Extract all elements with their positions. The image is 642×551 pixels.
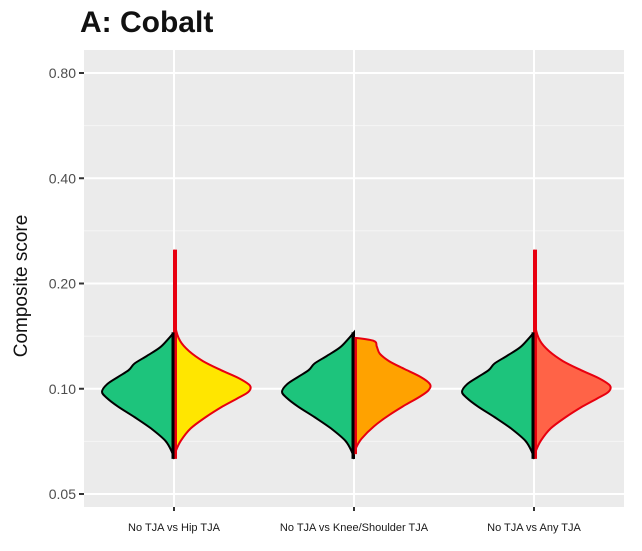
- axis-layer: 0.05 0.10 0.20 0.40 0.80 No TJA vs Hip TJA No …: [49, 65, 582, 534]
- y-tick-label: 0.10: [49, 381, 76, 397]
- y-tick-label: 0.20: [49, 276, 76, 292]
- violin-right-half: [353, 336, 432, 455]
- y-tick-label: 0.40: [49, 170, 76, 186]
- chart-title: A: Cobalt: [80, 6, 214, 39]
- y-tick-label: 0.80: [49, 65, 76, 81]
- violin-left-half: [280, 329, 355, 460]
- violin-left-half: [100, 329, 175, 460]
- x-tick-label: No TJA vs Knee/Shoulder TJA: [280, 522, 429, 534]
- violin-layer: [100, 249, 612, 460]
- violin-left-half: [460, 329, 535, 460]
- y-axis-title: Composite score: [11, 215, 32, 358]
- y-tick-label: 0.05: [49, 486, 76, 502]
- x-tick-label: No TJA vs Hip TJA: [128, 522, 221, 534]
- x-tick-label: No TJA vs Any TJA: [487, 522, 581, 534]
